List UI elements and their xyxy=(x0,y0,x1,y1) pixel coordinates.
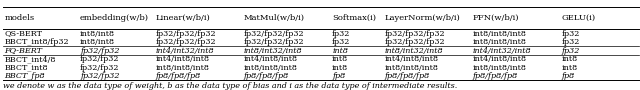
Text: int8/int8/int8: int8/int8/int8 xyxy=(244,64,298,72)
Text: LayerNorm(w/b/i): LayerNorm(w/b/i) xyxy=(385,14,460,22)
Text: fp8: fp8 xyxy=(561,72,575,80)
Text: int8/int32/int8: int8/int32/int8 xyxy=(385,47,444,55)
Text: int8: int8 xyxy=(332,47,348,55)
Text: fp32: fp32 xyxy=(332,30,351,38)
Text: GELU(i): GELU(i) xyxy=(561,14,595,22)
Text: int8/int8: int8/int8 xyxy=(80,30,115,38)
Text: fp32: fp32 xyxy=(332,38,351,46)
Text: int8/int8/int8: int8/int8/int8 xyxy=(473,38,527,46)
Text: int8: int8 xyxy=(561,55,577,63)
Text: fp32/fp32/fp32: fp32/fp32/fp32 xyxy=(156,30,216,38)
Text: models: models xyxy=(4,14,35,22)
Text: fp32/fp32/fp32: fp32/fp32/fp32 xyxy=(244,30,305,38)
Text: FFN(w/b/i): FFN(w/b/i) xyxy=(473,14,520,22)
Text: int8: int8 xyxy=(332,55,348,63)
Text: int8: int8 xyxy=(332,64,348,72)
Text: Linear(w/b/i): Linear(w/b/i) xyxy=(156,14,211,22)
Text: fp8/fp8/fp8: fp8/fp8/fp8 xyxy=(156,72,201,80)
Text: BBCT_fp8: BBCT_fp8 xyxy=(4,72,45,80)
Text: fp32/fp32: fp32/fp32 xyxy=(80,64,120,72)
Text: fp32/fp32/fp32: fp32/fp32/fp32 xyxy=(244,38,305,46)
Text: int4/int32/int8: int4/int32/int8 xyxy=(473,47,532,55)
Text: Softmax(i): Softmax(i) xyxy=(332,14,376,22)
Text: BBCT_int4/8: BBCT_int4/8 xyxy=(4,55,56,63)
Text: fp32/fp32/fp32: fp32/fp32/fp32 xyxy=(385,30,445,38)
Text: int8/int8/int8: int8/int8/int8 xyxy=(473,64,527,72)
Text: FQ-BERT: FQ-BERT xyxy=(4,47,42,55)
Text: embedding(w/b): embedding(w/b) xyxy=(80,14,149,22)
Text: fp32/fp32: fp32/fp32 xyxy=(80,72,120,80)
Text: fp32/fp32/fp32: fp32/fp32/fp32 xyxy=(156,38,216,46)
Text: int8/int8: int8/int8 xyxy=(80,38,115,46)
Text: fp32: fp32 xyxy=(561,30,580,38)
Text: QS-BERT: QS-BERT xyxy=(4,30,42,38)
Text: fp32/fp32: fp32/fp32 xyxy=(80,47,120,55)
Text: int4/int32/int8: int4/int32/int8 xyxy=(156,47,214,55)
Text: int4/int8/int8: int4/int8/int8 xyxy=(156,55,209,63)
Text: int4/int8/int8: int4/int8/int8 xyxy=(244,55,298,63)
Text: int8: int8 xyxy=(561,64,577,72)
Text: int8/int32/int8: int8/int32/int8 xyxy=(244,47,303,55)
Text: int8/int8/int8: int8/int8/int8 xyxy=(385,64,438,72)
Text: int4/int8/int8: int4/int8/int8 xyxy=(385,55,438,63)
Text: fp8/fp8/fp8: fp8/fp8/fp8 xyxy=(385,72,430,80)
Text: BBCT_int8: BBCT_int8 xyxy=(4,64,48,72)
Text: fp8/fp8/fp8: fp8/fp8/fp8 xyxy=(244,72,289,80)
Text: int4/int8/int8: int4/int8/int8 xyxy=(473,55,527,63)
Text: MatMul(w/b/i): MatMul(w/b/i) xyxy=(244,14,305,22)
Text: fp32: fp32 xyxy=(561,47,580,55)
Text: int8/int8/int8: int8/int8/int8 xyxy=(156,64,209,72)
Text: int8/int8/int8: int8/int8/int8 xyxy=(473,30,527,38)
Text: fp8: fp8 xyxy=(332,72,346,80)
Text: BBCT_int8/fp32: BBCT_int8/fp32 xyxy=(4,38,69,46)
Text: fp8/fp8/fp8: fp8/fp8/fp8 xyxy=(473,72,518,80)
Text: fp32: fp32 xyxy=(561,38,580,46)
Text: we denote w as the data type of weight, b as the data type of bias and i as the : we denote w as the data type of weight, … xyxy=(3,82,458,89)
Text: fp32/fp32: fp32/fp32 xyxy=(80,55,120,63)
Text: fp32/fp32/fp32: fp32/fp32/fp32 xyxy=(385,38,445,46)
